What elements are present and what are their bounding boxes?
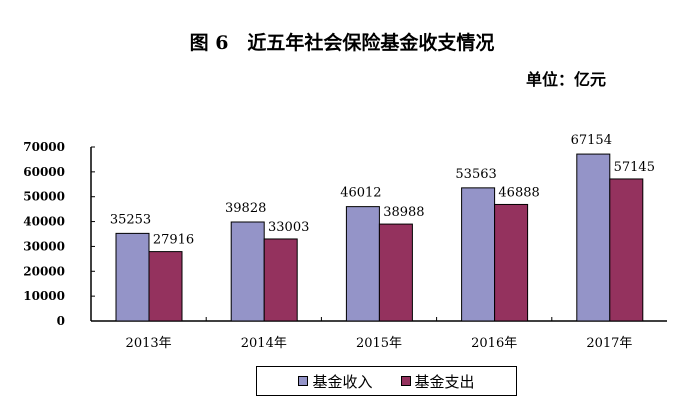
bar-income (576, 153, 611, 322)
x-tick-label: 2017年 (586, 336, 632, 351)
data-label: 46012 (340, 186, 381, 201)
unit-label: 单位：亿元 (526, 70, 607, 89)
legend-label-income: 基金收入 (312, 372, 373, 391)
data-label: 67154 (571, 133, 612, 148)
bar-expense (263, 238, 298, 322)
bar-expense (378, 223, 413, 322)
y-tick-label: 10000 (23, 289, 65, 303)
x-tick-label: 2013年 (126, 336, 172, 351)
x-tick-label: 2014年 (241, 336, 287, 351)
bar-expense (609, 178, 644, 322)
legend-item-income: 基金收入 (298, 371, 373, 392)
bar-expense (494, 203, 529, 322)
data-label: 46888 (498, 185, 539, 200)
data-label: 35253 (110, 212, 151, 227)
y-tick-label: 60000 (23, 165, 65, 179)
data-label: 39828 (225, 201, 266, 216)
x-tick-label: 2015年 (356, 336, 402, 351)
legend-swatch-expense (400, 376, 411, 386)
y-tick-label: 20000 (23, 264, 65, 278)
legend: 基金收入 基金支出 (256, 366, 517, 396)
y-tick-label: 0 (57, 314, 65, 328)
legend-swatch-income (298, 376, 309, 386)
y-tick-label: 50000 (23, 190, 65, 204)
chart-title: 图 6 近五年社会保险基金收支情况 (189, 32, 495, 54)
bar-income (115, 232, 150, 322)
data-label: 57145 (614, 160, 655, 175)
data-label: 33003 (268, 220, 309, 235)
bar-income (461, 187, 496, 322)
bar-income (345, 206, 380, 322)
data-label: 38988 (383, 205, 424, 220)
y-tick-label: 70000 (23, 140, 65, 154)
data-label: 53563 (455, 167, 496, 182)
x-tick-label: 2016年 (471, 336, 517, 351)
legend-label-expense: 基金支出 (414, 372, 475, 391)
bar-income (230, 221, 265, 322)
y-tick-label: 40000 (23, 215, 65, 229)
legend-item-expense: 基金支出 (400, 371, 475, 392)
data-label: 27916 (153, 233, 194, 248)
y-tick-label: 30000 (23, 239, 65, 253)
bar-expense (148, 251, 183, 322)
